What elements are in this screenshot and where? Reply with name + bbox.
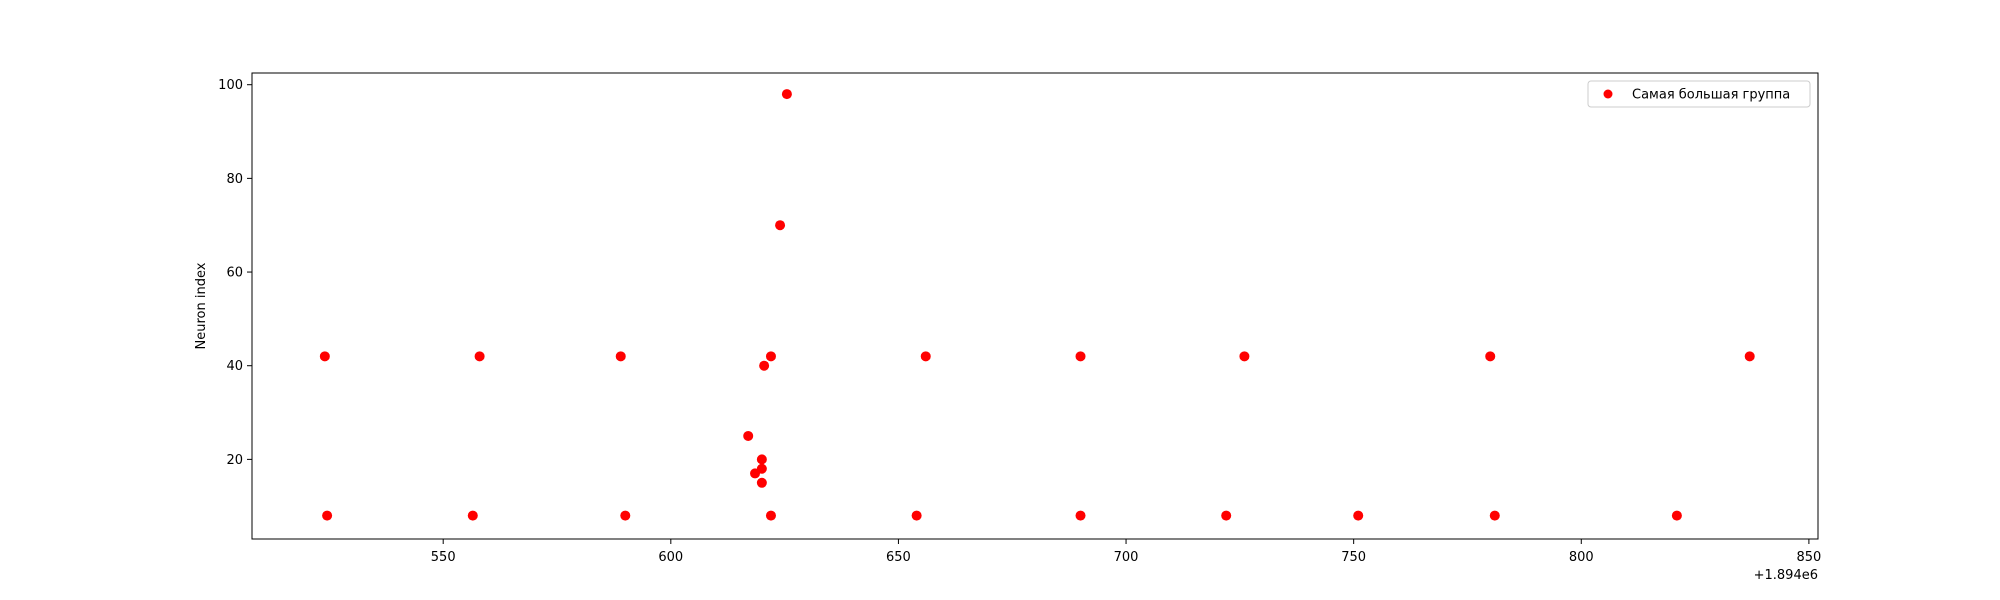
x-tick-label: 800	[1569, 550, 1594, 565]
data-point	[1489, 510, 1500, 521]
y-tick-label: 80	[226, 172, 243, 187]
data-point	[756, 454, 767, 465]
x-axis: 550 600 650 700 750 800 850	[431, 539, 1821, 565]
y-tick-label: 40	[226, 359, 243, 374]
y-tick-label: 60	[226, 266, 243, 281]
data-point	[743, 430, 754, 441]
data-point	[620, 510, 631, 521]
data-point	[1075, 351, 1086, 362]
data-point	[775, 220, 786, 231]
data-point	[765, 351, 776, 362]
x-tick-label: 600	[658, 550, 683, 565]
legend: Самая большая группа	[1587, 80, 1811, 108]
data-point	[1221, 510, 1232, 521]
y-axis: 20 40 60 80 100	[218, 78, 252, 468]
plot-frame	[251, 72, 1819, 540]
data-point	[1075, 510, 1086, 521]
data-point	[750, 468, 761, 479]
y-axis-label: Neuron index	[194, 262, 209, 349]
x-axis-offset-label: +1.894e6	[1754, 568, 1818, 583]
legend-marker	[1603, 89, 1613, 99]
data-point	[911, 510, 922, 521]
data-point	[615, 351, 626, 362]
data-point	[1744, 351, 1755, 362]
x-tick-label: 700	[1114, 550, 1139, 565]
data-point	[1239, 351, 1250, 362]
scatter-series	[319, 89, 1755, 521]
legend-box	[1587, 80, 1811, 108]
data-point	[781, 89, 792, 100]
x-tick-label: 550	[431, 550, 456, 565]
data-point	[756, 477, 767, 488]
y-tick-label: 20	[226, 453, 243, 468]
data-point	[322, 510, 333, 521]
data-point	[1353, 510, 1364, 521]
legend-label: Самая большая группа	[1632, 88, 1790, 103]
x-tick-label: 850	[1796, 550, 1821, 565]
x-tick-label: 750	[1341, 550, 1366, 565]
data-point	[920, 351, 931, 362]
data-point	[765, 510, 776, 521]
y-tick-label: 100	[218, 78, 243, 93]
data-point	[1671, 510, 1682, 521]
data-point	[467, 510, 478, 521]
x-tick-label: 650	[886, 550, 911, 565]
data-point	[759, 360, 770, 371]
data-point	[319, 351, 330, 362]
data-point	[1485, 351, 1496, 362]
data-point	[474, 351, 485, 362]
